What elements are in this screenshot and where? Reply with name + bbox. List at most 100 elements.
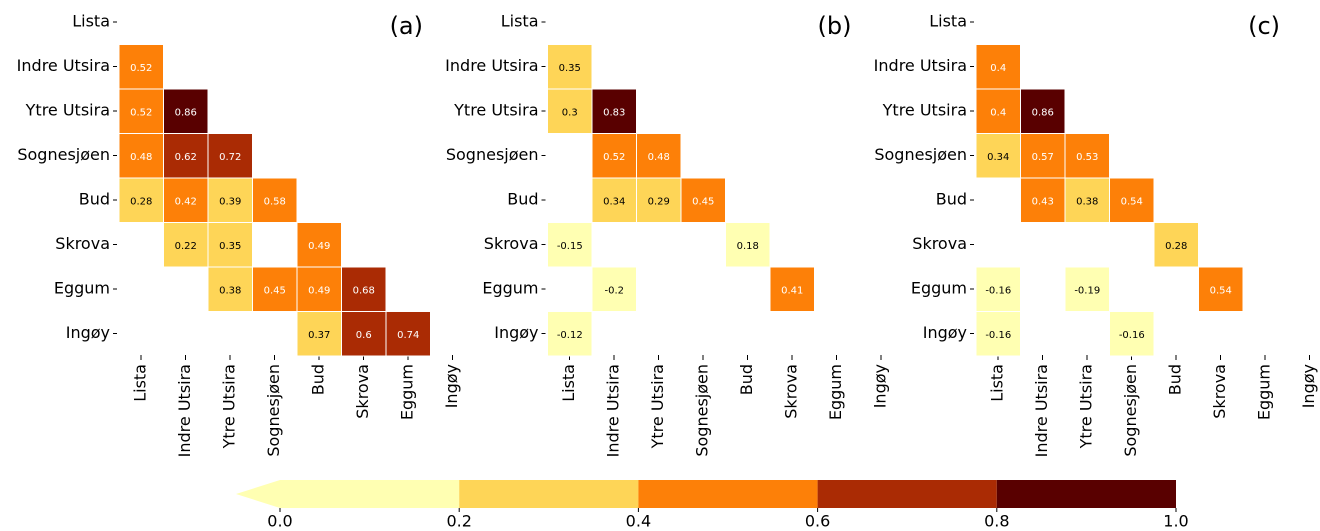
heatmap-cell [591,266,637,312]
cell-label: 0.35 [559,63,581,74]
x-tick-label: Eggum [398,364,417,420]
colorbar-segment [996,480,1176,508]
x-tick-label: Ytre Utsira [220,364,239,449]
cell-label: 0.22 [175,241,197,252]
y-tick-label: Skrova [912,234,967,253]
cell-label: 0.83 [603,107,625,118]
heatmap-cell [118,177,164,223]
cell-label: 0.34 [987,152,1009,163]
y-tick-label: Sognesjøen [874,145,967,164]
x-tick-label: Skrova [353,364,372,419]
heatmap-cell [680,177,726,223]
heatmap-cell [975,266,1021,312]
cell-label: 0.42 [175,196,197,207]
heatmap-cell [636,133,682,179]
y-tick-label: Skrova [55,234,110,253]
x-tick-label: Skrova [782,364,801,419]
heatmap-cell [1064,177,1110,223]
y-tick-label: Indre Utsira [17,56,110,75]
x-tick-label: Ytre Utsira [1077,364,1096,449]
cell-label: 0.53 [1076,152,1098,163]
x-tick-label: Sognesjøen [693,364,712,457]
heatmap-cell [547,311,593,357]
heatmap-cell [385,311,431,357]
colorbar: 0.0 0.2 0.4 0.6 0.8 1.0 [236,480,1189,531]
cell-label: 0.37 [308,330,330,341]
cell-label: 0.54 [1210,285,1232,296]
heatmap-cell [725,222,771,268]
cell-label: 0.68 [353,285,375,296]
cell-label: 0.86 [175,107,197,118]
heatmap-panel: Lista Indre Utsira Ytre Utsira Sognesjøen Bu… [874,12,1318,458]
heatmap-cell [341,266,387,312]
cell-label: 0.4 [990,63,1006,74]
x-tick-label: Lista [559,364,578,402]
heatmap-cell [252,177,298,223]
colorbar-segment [638,480,818,508]
cell-label: 0.72 [219,152,241,163]
heatmap-cell [207,222,253,268]
panel-label: (a) [390,12,423,40]
colorbar-segment [459,480,639,508]
cell-label: -0.16 [1119,330,1145,341]
heatmap-cell [591,177,637,223]
heatmap-cell [1109,177,1155,223]
x-tick-label: Eggum [826,364,845,420]
x-tick-label: Lista [988,364,1007,402]
heatmap-panel: Lista Indre Utsira Ytre Utsira Sognesjøen Bu… [17,12,461,458]
heatmap-cell [1109,311,1155,357]
heatmap-cell [975,133,1021,179]
heatmap-cell [207,177,253,223]
cell-label: 0.29 [648,196,670,207]
cell-label: -0.16 [985,285,1011,296]
cell-label: 0.35 [219,241,241,252]
cell-label: 0.48 [648,152,670,163]
x-tick-label: Ingøy [1299,364,1318,408]
cell-label: 0.38 [1076,196,1098,207]
cell-label: -0.16 [985,330,1011,341]
heatmap-cell [207,266,253,312]
cell-label: 0.18 [737,241,759,252]
cell-label: 0.6 [356,330,372,341]
heatmap-cell [591,133,637,179]
y-tick-label: Sognesjøen [17,145,110,164]
cell-label: 0.74 [397,330,419,341]
heatmap-cell [1153,222,1199,268]
y-tick-label: Indre Utsira [445,56,538,75]
x-tick-label: Indre Utsira [175,364,194,457]
cell-label: 0.54 [1121,196,1143,207]
y-tick-label: Eggum [911,279,967,298]
x-tick-label: Sognesjøen [264,364,283,457]
cell-label: 0.38 [219,285,241,296]
y-tick-label: Lista [501,12,539,31]
heatmap-cell [547,44,593,90]
y-tick-label: Lista [929,12,967,31]
x-tick-label: Bud [309,364,328,395]
heatmap-cell [163,133,209,179]
heatmap-cell [252,266,298,312]
cell-label: 0.43 [1032,196,1054,207]
cell-label: -0.15 [557,241,583,252]
cell-label: -0.19 [1074,285,1100,296]
x-tick-label: Indre Utsira [1032,364,1051,457]
colorbar-tick-label: 0.8 [984,512,1009,531]
heatmap-cell [975,311,1021,357]
cell-label: 0.52 [130,107,152,118]
y-tick-label: Bud [936,190,967,209]
cell-label: -0.12 [557,330,583,341]
cell-label: 0.86 [1032,107,1054,118]
y-tick-label: Bud [507,190,538,209]
heatmap-cell [1020,133,1066,179]
cell-label: 0.58 [264,196,286,207]
colorbar-tick-label: 0.0 [267,512,292,531]
heatmap-cell [207,133,253,179]
heatmap-cell [1020,88,1066,134]
heatmap-cell [636,177,682,223]
y-tick-label: Ingøy [923,323,967,342]
x-tick-label: Bud [737,364,756,395]
y-tick-label: Skrova [484,234,539,253]
colorbar-segment [280,480,460,508]
x-tick-label: Ingøy [442,364,461,408]
cell-label: 0.41 [781,285,803,296]
